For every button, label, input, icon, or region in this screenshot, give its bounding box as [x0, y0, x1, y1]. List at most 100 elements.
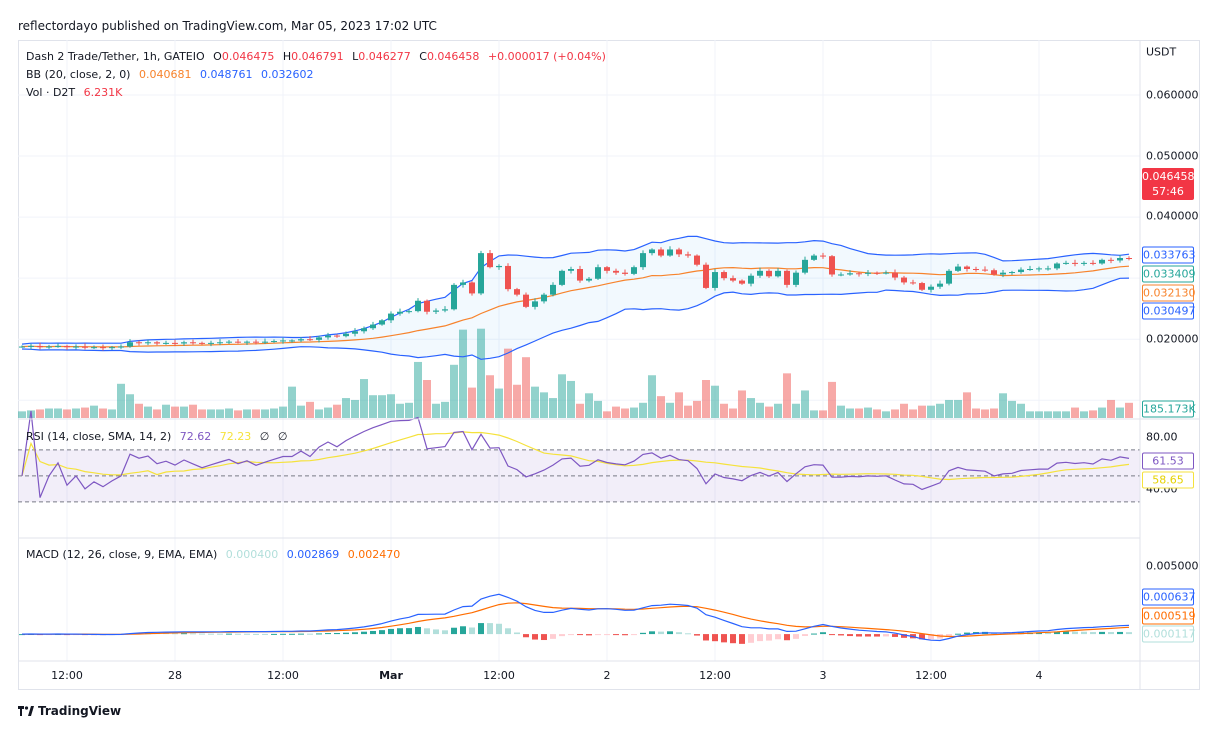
candle-body	[37, 345, 43, 348]
candle-body	[649, 249, 655, 254]
volume-bar	[531, 386, 539, 418]
rsi-tag: 61.53	[1142, 452, 1194, 470]
volume-bar	[450, 364, 458, 418]
candle-body	[1090, 262, 1096, 264]
macd-histogram-bar	[829, 634, 835, 636]
candle-body	[865, 272, 871, 274]
change-value: +0.000017 (+0.04%)	[487, 50, 606, 63]
macd-histogram-bar	[280, 633, 286, 635]
candle-body	[874, 272, 880, 274]
tradingview-logo-icon	[18, 706, 34, 716]
candle-body	[667, 249, 673, 256]
volume-bar	[495, 388, 503, 418]
macd-histogram-bar	[1108, 632, 1114, 635]
volume-bar	[567, 380, 575, 418]
candle-body	[316, 337, 322, 340]
macd-histogram-bar	[262, 633, 268, 635]
macd-histogram-bar	[523, 634, 529, 638]
candle-body	[784, 270, 790, 285]
macd-histogram-bar	[613, 634, 619, 636]
bb-lower-value: 0.032602	[260, 68, 314, 81]
volume-bar	[1017, 403, 1025, 418]
volume-bar	[63, 409, 71, 418]
time-tick-label: 4	[1035, 669, 1043, 682]
bar-countdown: 57:46	[1152, 185, 1184, 198]
bb-basis-tag: 0.032130	[1142, 284, 1196, 302]
candle-body	[550, 284, 556, 295]
macd-histogram-bar	[244, 633, 250, 635]
candle-body	[1018, 269, 1024, 273]
close-label: C	[419, 50, 427, 63]
price-tick: 0.050000	[1146, 149, 1199, 163]
macd-histogram-bar	[217, 633, 223, 635]
macd-legend[interactable]: MACD (12, 26, close, 9, EMA, EMA) 0.0004…	[26, 548, 405, 561]
bollinger-basis-line	[21, 265, 1130, 348]
candle-body	[469, 282, 475, 294]
rsi-extra-value: ∅	[259, 430, 270, 443]
volume-bar	[270, 408, 278, 418]
volume-bar	[810, 410, 818, 418]
volume-bar	[54, 408, 62, 418]
candle-body	[613, 270, 619, 273]
volume-bar	[18, 411, 26, 418]
open-label: O	[213, 50, 222, 63]
volume-bar	[1125, 402, 1133, 418]
rsi-legend[interactable]: RSI (14, close, SMA, 14, 2) 72.62 72.23 …	[26, 430, 292, 443]
candle-body	[703, 264, 709, 288]
macd-histogram-bar	[739, 634, 745, 644]
candle-body	[766, 270, 772, 277]
candle-body	[1081, 262, 1087, 264]
macd-histogram-bar	[820, 632, 826, 635]
macd-histogram-bar	[361, 631, 367, 635]
volume-bar	[324, 407, 332, 418]
volume-bar	[1089, 410, 1097, 418]
candle-body	[631, 267, 637, 274]
macd-histogram-bar	[442, 630, 448, 635]
volume-bar	[657, 396, 665, 418]
tradingview-logo[interactable]: TradingView	[18, 704, 121, 718]
volume-legend[interactable]: Vol · D2T 6.231K	[26, 86, 127, 99]
macd-histogram-bar	[685, 633, 691, 635]
macd-histogram-bar	[901, 634, 907, 638]
volume-bar	[882, 411, 890, 418]
candle-body	[955, 266, 961, 271]
bb-legend[interactable]: BB (20, close, 2, 0) 0.040681 0.048761 0…	[26, 68, 318, 81]
candle-body	[100, 347, 106, 349]
candle-body	[928, 286, 934, 290]
macd-histogram-bar	[424, 628, 430, 635]
bollinger-upper-line	[21, 235, 1130, 345]
volume-bar	[171, 406, 179, 418]
volume-bar	[1062, 411, 1070, 418]
candle-body	[280, 340, 286, 342]
macd-histogram-bar	[838, 634, 844, 636]
candle-body	[424, 300, 430, 312]
candle-body	[271, 341, 277, 343]
volume-bar	[216, 409, 224, 418]
volume-bar	[387, 394, 395, 418]
macd-histogram-bar	[433, 629, 439, 635]
macd-histogram-bar	[577, 634, 583, 636]
volume-bar	[846, 408, 854, 418]
volume-bar	[36, 409, 44, 418]
candle-body	[334, 335, 340, 337]
rsi-sma-line	[21, 431, 1130, 481]
candle-body	[496, 265, 502, 268]
candle-body	[361, 328, 367, 332]
candle-body	[883, 272, 889, 274]
macd-histogram-bar	[595, 634, 601, 636]
volume-bar	[1107, 399, 1115, 418]
bb-basis-value: 0.040681	[138, 68, 192, 81]
volume-bar	[144, 406, 152, 418]
volume-bar	[225, 408, 233, 418]
candle-body	[118, 346, 124, 348]
macd-histogram-bar	[379, 630, 385, 635]
time-tick-label: 12:00	[699, 669, 731, 682]
price-tick: 0.060000	[1146, 88, 1199, 102]
macd-histogram-bar	[622, 634, 628, 636]
candle-body	[442, 309, 448, 311]
macd-histogram-bar	[415, 626, 421, 635]
time-tick-label: Mar	[379, 669, 403, 682]
candle-body	[775, 270, 781, 277]
volume-bar	[828, 381, 836, 418]
